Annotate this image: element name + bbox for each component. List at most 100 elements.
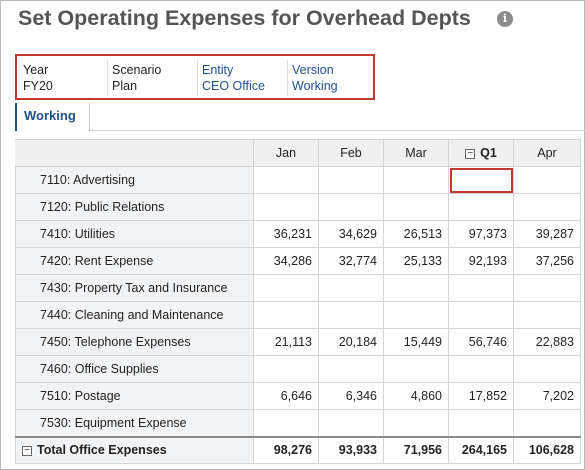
data-cell-apr[interactable] [513, 193, 581, 221]
column-header-feb[interactable]: Feb [318, 139, 384, 167]
pov-divider [197, 60, 198, 96]
data-cell-jan[interactable] [253, 166, 319, 194]
data-cell-apr[interactable] [513, 409, 581, 437]
data-cell-q1[interactable]: 17,852 [448, 382, 514, 410]
total-row-header[interactable]: − Total Office Expenses [15, 435, 254, 464]
data-cell-mar[interactable]: 26,513 [383, 220, 449, 248]
grid-header-row: Jan Feb Mar − Q1 Apr [15, 139, 581, 167]
data-cell-q1[interactable] [448, 274, 514, 302]
tab-working[interactable]: Working [15, 103, 90, 131]
data-cell-apr[interactable] [513, 166, 581, 194]
data-cell-q1[interactable] [448, 193, 514, 221]
column-header-q1[interactable]: − Q1 [448, 139, 514, 167]
row-header[interactable]: 7510: Postage [15, 382, 254, 410]
data-cell-apr[interactable]: 37,256 [513, 247, 581, 275]
data-cell-q1[interactable]: 56,746 [448, 328, 514, 356]
row-header[interactable]: 7110: Advertising [15, 166, 254, 194]
data-cell-q1[interactable] [448, 409, 514, 437]
data-cell-feb[interactable] [318, 409, 384, 437]
row-header[interactable]: 7460: Office Supplies [15, 355, 254, 383]
data-cell-mar[interactable] [383, 166, 449, 194]
total-cell-feb: 93,933 [318, 435, 384, 464]
column-header-jan[interactable]: Jan [253, 139, 319, 167]
row-header[interactable]: 7440: Cleaning and Maintenance [15, 301, 254, 329]
column-header-mar[interactable]: Mar [383, 139, 449, 167]
table-row: 7510: Postage 6,646 6,346 4,860 17,852 7,202 [15, 382, 581, 410]
pov-divider [287, 60, 288, 96]
total-row: − Total Office Expenses 98,276 93,933 71,956… [15, 435, 581, 464]
pov-year: Year FY20 [23, 62, 53, 94]
data-cell-jan[interactable]: 21,113 [253, 328, 319, 356]
row-header[interactable]: 7430: Property Tax and Insurance [15, 274, 254, 302]
pov-bar: Year FY20 Scenario Plan Entity CEO Offic… [15, 54, 375, 100]
total-row-label: Total Office Expenses [37, 443, 167, 458]
row-header[interactable]: 7450: Telephone Expenses [15, 328, 254, 356]
table-row: 7450: Telephone Expenses 21,113 20,184 15,4… [15, 328, 581, 356]
data-cell-jan[interactable] [253, 355, 319, 383]
pov-entity-value[interactable]: CEO Office [202, 79, 265, 93]
data-cell-jan[interactable] [253, 409, 319, 437]
data-cell-apr[interactable] [513, 274, 581, 302]
data-cell-mar[interactable] [383, 409, 449, 437]
pov-year-value: FY20 [23, 79, 53, 93]
data-cell-jan[interactable]: 34,286 [253, 247, 319, 275]
data-cell-apr[interactable]: 39,287 [513, 220, 581, 248]
data-cell-jan[interactable]: 36,231 [253, 220, 319, 248]
data-cell-feb[interactable] [318, 355, 384, 383]
total-cell-apr: 106,628 [513, 435, 581, 464]
table-row: 7410: Utilities 36,231 34,629 26,513 97,373 3… [15, 220, 581, 248]
pov-year-label: Year [23, 63, 49, 77]
data-cell-feb[interactable] [318, 193, 384, 221]
data-cell-mar[interactable]: 25,133 [383, 247, 449, 275]
data-cell-feb[interactable]: 32,774 [318, 247, 384, 275]
data-cell-feb[interactable] [318, 274, 384, 302]
data-cell-apr[interactable] [513, 355, 581, 383]
table-row: 7440: Cleaning and Maintenance [15, 301, 581, 329]
pov-version-selector[interactable]: Version Working [292, 62, 338, 94]
pov-version-value[interactable]: Working [292, 79, 338, 93]
data-cell-feb[interactable] [318, 301, 384, 329]
data-cell-mar[interactable]: 15,449 [383, 328, 449, 356]
collapse-icon[interactable]: − [22, 445, 32, 456]
column-header-apr[interactable]: Apr [513, 139, 581, 167]
data-cell-q1[interactable] [448, 355, 514, 383]
row-header[interactable]: 7120: Public Relations [15, 193, 254, 221]
column-header-q1-label: Q1 [480, 146, 497, 160]
total-cell-jan: 98,276 [253, 435, 319, 464]
data-cell-mar[interactable] [383, 274, 449, 302]
data-cell-mar[interactable]: 4,860 [383, 382, 449, 410]
data-cell-mar[interactable] [383, 193, 449, 221]
table-row: 7530: Equipment Expense [15, 409, 581, 437]
table-row: 7420: Rent Expense 34,286 32,774 25,133 92,1… [15, 247, 581, 275]
table-row: 7430: Property Tax and Insurance [15, 274, 581, 302]
data-cell-feb[interactable]: 20,184 [318, 328, 384, 356]
table-row: 7120: Public Relations [15, 193, 581, 221]
data-cell-q1[interactable]: 97,373 [448, 220, 514, 248]
data-cell-feb[interactable]: 6,346 [318, 382, 384, 410]
grid-corner [15, 139, 254, 167]
data-cell-feb[interactable] [318, 166, 384, 194]
data-cell-q1[interactable] [448, 166, 514, 194]
data-cell-apr[interactable]: 22,883 [513, 328, 581, 356]
collapse-icon[interactable]: − [465, 148, 476, 159]
data-cell-feb[interactable]: 34,629 [318, 220, 384, 248]
tab-bar: Working [15, 103, 585, 131]
data-cell-jan[interactable] [253, 274, 319, 302]
row-header[interactable]: 7420: Rent Expense [15, 247, 254, 275]
info-icon[interactable]: i [497, 11, 513, 27]
row-header[interactable]: 7410: Utilities [15, 220, 254, 248]
data-cell-jan[interactable] [253, 193, 319, 221]
pov-entity-selector[interactable]: Entity CEO Office [202, 62, 265, 94]
data-cell-mar[interactable] [383, 355, 449, 383]
table-row: 7110: Advertising [15, 166, 581, 194]
data-cell-apr[interactable] [513, 301, 581, 329]
data-cell-jan[interactable] [253, 301, 319, 329]
row-header[interactable]: 7530: Equipment Expense [15, 409, 254, 437]
data-cell-mar[interactable] [383, 301, 449, 329]
data-cell-jan[interactable]: 6,646 [253, 382, 319, 410]
data-cell-q1[interactable]: 92,193 [448, 247, 514, 275]
data-cell-apr[interactable]: 7,202 [513, 382, 581, 410]
page-title: Set Operating Expenses for Overhead Dept… [18, 6, 471, 30]
total-cell-q1: 264,165 [448, 435, 514, 464]
data-cell-q1[interactable] [448, 301, 514, 329]
